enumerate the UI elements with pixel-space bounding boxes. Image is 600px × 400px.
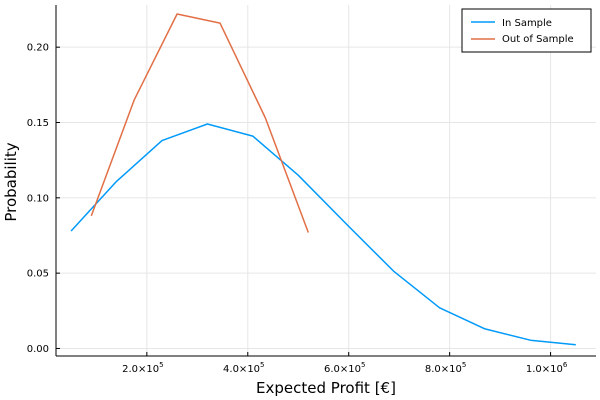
grid-lines (56, 5, 596, 356)
x-axis-title: Expected Profit [€] (256, 379, 396, 397)
x-tick-label: 2.0×105 (122, 361, 163, 375)
series-line-in-sample (70, 123, 576, 346)
y-tick-label: 0.20 (27, 43, 49, 54)
axes (55, 5, 596, 357)
x-tick-label: 4.0×105 (223, 361, 264, 375)
x-tick-label: 6.0×105 (324, 361, 365, 375)
y-tick-label: 0.10 (27, 193, 49, 204)
y-axis-title: Probability (2, 142, 20, 221)
y-tick-label: 0.00 (27, 344, 49, 355)
y-tick-label: 0.05 (27, 269, 49, 280)
legend-label-out-of-sample: Out of Sample (502, 34, 574, 45)
series-line-out-of-sample (90, 13, 310, 233)
legend-box (461, 8, 592, 53)
series-lines (70, 13, 576, 346)
tick-labels: 2.0×105 4.0×105 6.0×105 8.0×105 1.0×106 0.00 0… (27, 43, 568, 375)
y-tick-label: 0.15 (27, 118, 49, 129)
legend: In Sample Out of Sample (461, 8, 592, 53)
x-tick-label: 1.0×106 (526, 361, 568, 375)
legend-label-in-sample: In Sample (502, 18, 552, 29)
x-tick-label: 8.0×105 (425, 361, 466, 375)
